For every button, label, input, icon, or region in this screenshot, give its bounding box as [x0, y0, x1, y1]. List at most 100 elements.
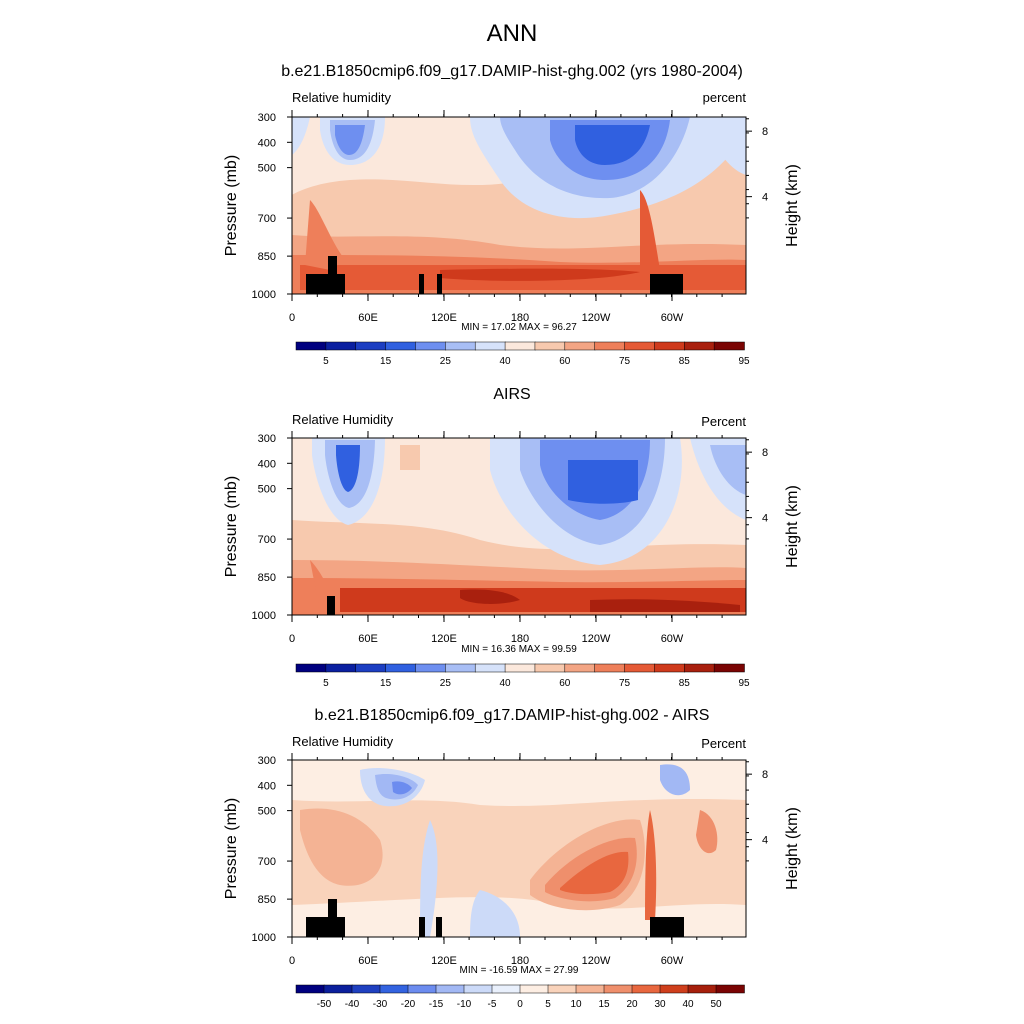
- x-tick-label: 0: [289, 633, 295, 645]
- colorbar-box: [713, 341, 745, 351]
- x-tick-label: 180: [511, 955, 529, 967]
- plot-frame: [291, 759, 747, 938]
- colorbar-label: 60: [559, 678, 571, 689]
- unit-label: Percent: [701, 414, 746, 429]
- colorbar-label: 5: [323, 678, 329, 689]
- y-tick-label: 400: [258, 458, 276, 470]
- y-tick-label: 300: [258, 112, 276, 124]
- variable-label: Relative humidity: [292, 90, 391, 105]
- colorbar-box: [713, 663, 745, 673]
- y-axis-label: Pressure (mb): [223, 798, 240, 899]
- variable-label: Relative Humidity: [292, 734, 394, 749]
- colorbar-box: [379, 984, 409, 994]
- x-tick-label: 120W: [582, 633, 611, 645]
- land-mask: [436, 917, 442, 937]
- contour-band: [575, 125, 650, 165]
- colorbar-box: [519, 984, 549, 994]
- contour-band: [700, 117, 746, 175]
- x-tick-label: 60E: [358, 633, 378, 645]
- contour-band: [420, 820, 438, 937]
- colorbar-label: 25: [440, 356, 452, 367]
- y-tick-label: 400: [258, 780, 276, 792]
- right-tick-label: 4: [762, 513, 768, 525]
- colorbar-label: 40: [682, 999, 694, 1010]
- contour-band: [568, 460, 638, 504]
- y-tick-label: 300: [258, 433, 276, 445]
- colorbar-label: 5: [545, 999, 551, 1010]
- right-tick-label: 8: [762, 769, 768, 781]
- colorbar-label: 15: [598, 999, 610, 1010]
- contour-band: [470, 890, 520, 937]
- colorbar-box: [687, 984, 717, 994]
- right-tick-label: 8: [762, 447, 768, 459]
- x-tick-label: 0: [289, 955, 295, 967]
- y-tick-label: 500: [258, 484, 276, 496]
- colorbar-label: 0: [517, 999, 523, 1010]
- land-mask: [650, 917, 684, 937]
- y-tick-label: 850: [258, 572, 276, 584]
- unit-label: Percent: [701, 736, 746, 751]
- colorbar-box: [323, 984, 353, 994]
- y-tick-label: 850: [258, 894, 276, 906]
- right-tick-label: 4: [762, 835, 768, 847]
- y-axis-label: Pressure (mb): [223, 476, 240, 577]
- right-tick-label: 4: [762, 192, 768, 204]
- colorbar-label: 15: [380, 678, 392, 689]
- contour-band: [292, 117, 310, 155]
- y-tick-label: 500: [258, 163, 276, 175]
- contour-band: [696, 810, 718, 854]
- panel-title: AIRS: [493, 386, 531, 403]
- unit-label: percent: [702, 90, 746, 105]
- colorbar-label: 40: [500, 356, 512, 367]
- contour-band: [660, 764, 690, 796]
- y-tick-label: 300: [258, 755, 276, 767]
- colorbar-box: [407, 984, 437, 994]
- plot-frame: [291, 437, 747, 616]
- right-axis-label: Height (km): [784, 807, 801, 890]
- right-axis-label: Height (km): [784, 485, 801, 568]
- y-axis-label: Pressure (mb): [223, 155, 240, 256]
- colorbar-box: [715, 984, 745, 994]
- y-tick-label: 1000: [252, 289, 276, 301]
- y-tick-label: 1000: [252, 610, 276, 622]
- colorbar-box: [631, 984, 661, 994]
- x-tick-label: 120E: [431, 633, 457, 645]
- colorbar-label: 20: [626, 999, 638, 1010]
- contour-band: [560, 851, 629, 895]
- y-tick-label: 700: [258, 213, 276, 225]
- min-max-stats: MIN = -16.59 MAX = 27.99: [459, 965, 579, 976]
- colorbar-label: 60: [559, 356, 571, 367]
- main-title: ANN: [486, 20, 538, 47]
- contour-band: [440, 268, 640, 281]
- y-tick-label: 850: [258, 251, 276, 263]
- colorbar-label: -5: [488, 999, 497, 1010]
- colorbar-label: -10: [457, 999, 472, 1010]
- colorbar-label: 50: [710, 999, 722, 1010]
- x-tick-label: 60W: [661, 955, 684, 967]
- x-tick-label: 120E: [431, 312, 457, 324]
- land-mask: [437, 274, 442, 294]
- panel-title: b.e21.B1850cmip6.f09_g17.DAMIP-hist-ghg.…: [314, 707, 710, 724]
- contour-band: [710, 445, 746, 495]
- x-tick-label: 120E: [431, 955, 457, 967]
- x-tick-label: 60E: [358, 955, 378, 967]
- x-tick-label: 60W: [661, 312, 684, 324]
- colorbar-box: [659, 984, 689, 994]
- colorbar-label: 95: [738, 356, 750, 367]
- colorbar-label: -50: [317, 999, 332, 1010]
- plot-frame: [291, 116, 747, 295]
- min-max-stats: MIN = 17.02 MAX = 96.27: [461, 322, 577, 333]
- land-mask: [306, 256, 345, 294]
- contour-band: [460, 589, 520, 604]
- contour-band: [640, 190, 660, 275]
- y-tick-label: 1000: [252, 932, 276, 944]
- land-mask: [419, 917, 425, 937]
- contour-band: [300, 808, 383, 886]
- y-tick-label: 400: [258, 137, 276, 149]
- x-tick-label: 180: [511, 312, 529, 324]
